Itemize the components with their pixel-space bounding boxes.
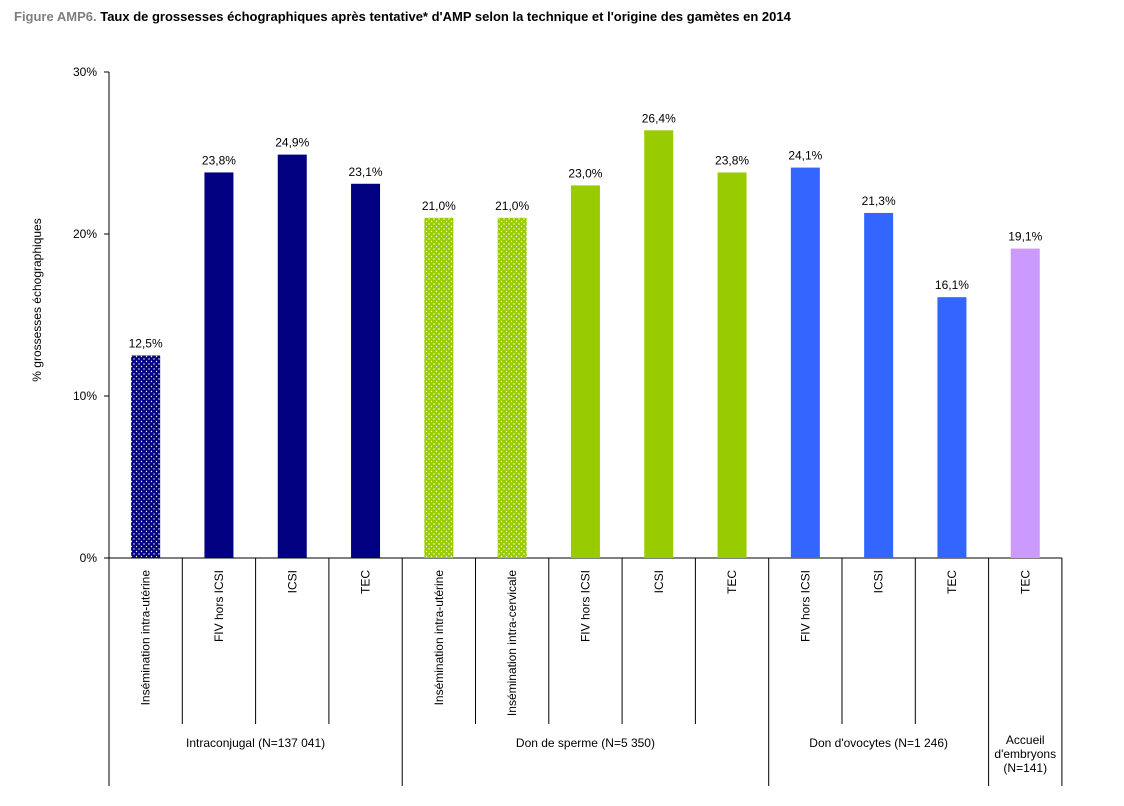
data-label: 24,1% [788,149,822,163]
x-category-label: ICSI [285,570,299,593]
bar [864,212,894,558]
x-category-label: TEC [725,570,739,594]
x-category-label: Insémination intra-utérine [139,570,153,706]
data-label: 24,9% [275,136,309,150]
bar [131,355,161,558]
data-label: 12,5% [129,337,163,351]
x-category-label: Insémination intra-utérine [432,570,446,706]
group-label: Accueil d'embryons (N=141) [994,733,1056,775]
x-category-label: TEC [1018,570,1032,594]
y-tick-label: 20% [73,227,97,241]
bar [1010,248,1040,558]
bar [497,217,527,559]
x-category-label: FIV hors ICSI [578,570,592,642]
y-axis-label: % grossesses échographiques [30,218,44,381]
x-category-label: FIV hors ICSI [212,570,226,642]
x-category-label: Insémination intra-cervicale [505,570,519,716]
data-label: 21,0% [422,199,456,213]
data-label: 23,0% [568,166,602,180]
group-label: Don de sperme (N=5 350) [516,736,655,750]
data-label: 23,8% [715,153,749,167]
y-tick-label: 0% [80,551,98,565]
bar [277,154,307,558]
figure-title: Taux de grossesses échographiques après … [100,9,791,24]
chart-title: Figure AMP6. Taux de grossesses échograp… [14,9,791,24]
y-tick-label: 10% [73,389,97,403]
y-tick-label: 30% [73,65,97,79]
figure-number: Figure AMP6. [14,9,97,24]
data-label: 21,0% [495,199,529,213]
bar [790,167,820,558]
x-category-label: FIV hors ICSI [798,570,812,642]
data-label: 19,1% [1008,230,1042,244]
x-category-label: ICSI [872,570,886,593]
data-label: 26,4% [642,111,676,125]
x-category-label: TEC [945,570,959,594]
x-category-label: TEC [359,570,373,594]
data-label: 23,8% [202,153,236,167]
bar [424,217,454,559]
bar [204,172,234,558]
group-label: Don d'ovocytes (N=1 246) [809,736,948,750]
bar [644,130,674,558]
data-label: 23,1% [349,165,383,179]
bar [937,297,967,558]
group-label: Intraconjugal (N=137 041) [186,736,325,750]
bar [717,172,747,558]
data-label: 16,1% [935,278,969,292]
x-category-label: ICSI [652,570,666,593]
bar [570,185,600,558]
data-label: 21,3% [862,194,896,208]
bar [351,183,381,558]
